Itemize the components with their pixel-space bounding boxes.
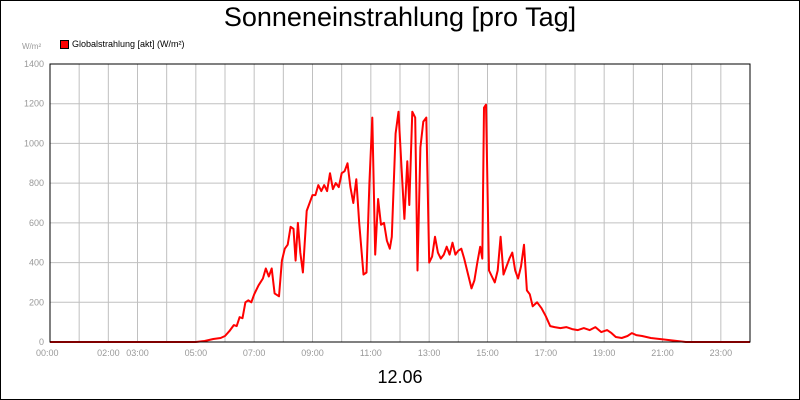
x-tick-label: 09:00 xyxy=(301,348,324,358)
x-tick-label: 19:00 xyxy=(593,348,616,358)
x-tick-label: 00:00 xyxy=(36,348,59,358)
y-tick-label: 400 xyxy=(29,258,44,268)
x-tick-label: 17:00 xyxy=(535,348,558,358)
x-tick-label: 21:00 xyxy=(651,348,674,358)
y-tick-label: 1000 xyxy=(24,138,44,148)
x-axis-date-label: 12.06 xyxy=(377,367,423,387)
y-tick-label: 200 xyxy=(29,297,44,307)
grid xyxy=(50,63,750,343)
y-tick-label: 0 xyxy=(39,337,44,347)
y-tick-label: 600 xyxy=(29,218,44,228)
x-tick-label: 03:00 xyxy=(126,348,149,358)
y-tick-label: 800 xyxy=(29,178,44,188)
y-axis-ticks: 0 200 400 600 800 1000 1200 1400 xyxy=(24,59,44,347)
y-axis-unit-label: W/m² xyxy=(22,42,42,51)
y-tick-label: 1200 xyxy=(24,99,44,109)
legend-swatch xyxy=(60,39,69,49)
x-axis-ticks: 00:00 02:00 03:00 05:00 07:00 09:00 11:00 13:00… xyxy=(36,348,732,358)
chart-title: Sonneneinstrahlung [pro Tag] xyxy=(223,2,577,32)
y-tick-label: 1400 xyxy=(24,59,44,69)
x-tick-label: 13:00 xyxy=(418,348,441,358)
series-layer xyxy=(50,103,750,343)
legend: Globalstrahlung [akt] (W/m²) xyxy=(60,38,185,50)
x-tick-label: 05:00 xyxy=(185,348,208,358)
legend-label: Globalstrahlung [akt] (W/m²) xyxy=(72,39,185,49)
x-tick-label: 02:00 xyxy=(97,348,120,358)
x-tick-label: 11:00 xyxy=(360,348,382,358)
x-tick-label: 07:00 xyxy=(243,348,266,358)
x-tick-label: 23:00 xyxy=(710,348,733,358)
x-tick-label: 15:00 xyxy=(476,348,499,358)
series-line-0 xyxy=(50,103,750,343)
plot-border xyxy=(49,63,751,343)
